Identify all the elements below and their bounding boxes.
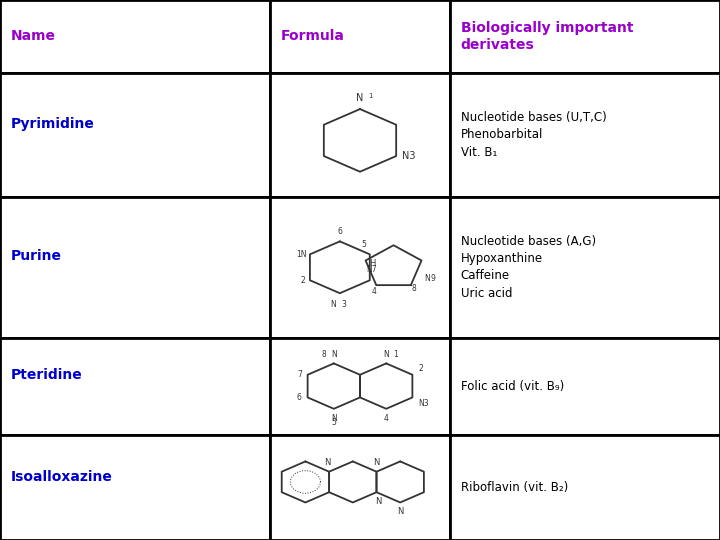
Text: Nucleotide bases (U,T,C): Nucleotide bases (U,T,C) xyxy=(461,111,606,124)
Bar xyxy=(0,338,270,435)
Text: N: N xyxy=(373,458,379,467)
Text: Phenobarbital: Phenobarbital xyxy=(461,129,543,141)
Text: 8: 8 xyxy=(411,284,416,293)
Text: 9: 9 xyxy=(430,274,435,284)
Bar xyxy=(0,73,270,197)
Bar xyxy=(270,197,450,338)
Text: 8: 8 xyxy=(322,349,327,359)
Bar xyxy=(450,435,720,540)
Text: Nucleotide bases (A,G): Nucleotide bases (A,G) xyxy=(461,235,596,248)
Text: Vit. B₁: Vit. B₁ xyxy=(461,146,498,159)
Text: 4: 4 xyxy=(384,414,389,423)
Bar xyxy=(0,0,270,73)
Bar xyxy=(0,435,270,540)
Text: 3: 3 xyxy=(341,300,346,309)
Text: Riboflavin (vit. B₂): Riboflavin (vit. B₂) xyxy=(461,481,568,494)
Text: N: N xyxy=(331,414,337,423)
Text: Caffeine: Caffeine xyxy=(461,269,510,282)
Text: N3: N3 xyxy=(418,399,429,408)
Text: 1: 1 xyxy=(369,93,373,99)
Bar xyxy=(270,73,450,197)
Text: 6: 6 xyxy=(338,227,342,236)
Text: Name: Name xyxy=(11,30,56,43)
Text: 7: 7 xyxy=(297,370,302,379)
Text: Biologically important
derivates: Biologically important derivates xyxy=(461,22,634,51)
Bar xyxy=(0,197,270,338)
Bar xyxy=(450,0,720,73)
Text: 5: 5 xyxy=(361,240,366,249)
Text: Folic acid (vit. B₉): Folic acid (vit. B₉) xyxy=(461,380,564,393)
Text: N: N xyxy=(424,274,430,284)
Bar xyxy=(450,197,720,338)
Text: 2: 2 xyxy=(418,364,423,373)
Text: N: N xyxy=(375,497,382,505)
Text: Pteridine: Pteridine xyxy=(11,368,83,382)
Text: Uric acid: Uric acid xyxy=(461,287,513,300)
Bar xyxy=(270,435,450,540)
Text: Purine: Purine xyxy=(11,249,62,264)
Bar xyxy=(270,0,450,73)
Text: N7: N7 xyxy=(366,265,377,274)
Bar xyxy=(450,338,720,435)
Text: 6: 6 xyxy=(297,393,302,402)
Text: 2: 2 xyxy=(301,276,305,285)
Text: Isoalloxazine: Isoalloxazine xyxy=(11,470,112,483)
Text: 4: 4 xyxy=(372,287,376,296)
Bar xyxy=(270,338,450,435)
Text: N: N xyxy=(324,458,330,467)
Text: 5: 5 xyxy=(331,418,336,427)
Bar xyxy=(450,73,720,197)
Text: N: N xyxy=(331,349,337,359)
Text: Pyrimidine: Pyrimidine xyxy=(11,117,94,131)
Text: 1N: 1N xyxy=(296,250,306,259)
Text: 1: 1 xyxy=(393,349,398,359)
Text: N: N xyxy=(397,508,403,516)
Text: Hypoxanthine: Hypoxanthine xyxy=(461,252,543,265)
Text: H: H xyxy=(369,259,375,268)
Text: N: N xyxy=(383,349,389,359)
Text: N: N xyxy=(330,300,336,309)
Text: N: N xyxy=(356,92,364,103)
Text: Formula: Formula xyxy=(281,30,345,43)
Text: N3: N3 xyxy=(402,151,415,161)
